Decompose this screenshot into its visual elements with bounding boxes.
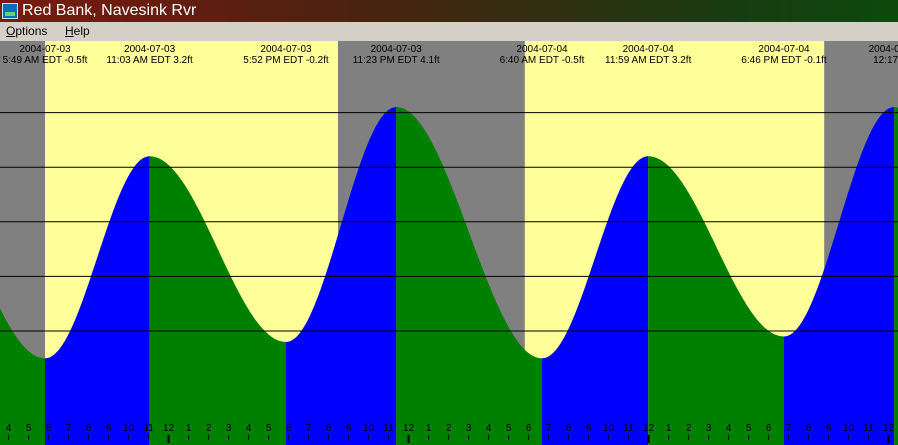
hour-label: 5 xyxy=(26,423,32,434)
tide-time-label: 12:17 AM xyxy=(873,55,898,66)
hour-label: 1 xyxy=(666,423,672,434)
hour-label: 8 xyxy=(326,423,332,434)
falling-tide-area xyxy=(648,156,784,445)
tide-graph: 2004-07-035:49 AM EDT -0.5ft2004-07-0311… xyxy=(0,41,898,445)
tide-time-label: 6:46 PM EDT -0.1ft xyxy=(741,55,827,66)
hour-label: 10 xyxy=(363,423,375,434)
tide-time-label: 5:49 AM EDT -0.5ft xyxy=(3,55,88,66)
hour-label: 12 xyxy=(163,423,175,434)
hour-label: 4 xyxy=(726,423,732,434)
tide-date-label: 2004-07-04 xyxy=(758,44,810,55)
hour-label: 2 xyxy=(446,423,452,434)
tide-date-label: 2004-07-04 xyxy=(516,44,568,55)
hour-label: 8 xyxy=(86,423,92,434)
window-title: Red Bank, Navesink Rvr xyxy=(22,2,197,19)
hour-label: 4 xyxy=(6,423,12,434)
hour-label: 6 xyxy=(526,423,532,434)
tide-date-label: 2004-07-03 xyxy=(260,44,312,55)
hour-label: 10 xyxy=(603,423,615,434)
menu-bar: Options Help xyxy=(0,22,898,41)
hour-label: 1 xyxy=(426,423,432,434)
hour-label: 11 xyxy=(623,423,634,434)
hour-label: 9 xyxy=(826,423,832,434)
hour-label: 12 xyxy=(403,423,415,434)
hour-label: 7 xyxy=(306,423,312,434)
tide-time-label: 6:40 AM EDT -0.5ft xyxy=(500,55,585,66)
hour-label: 5 xyxy=(266,423,272,434)
hour-label: 5 xyxy=(506,423,512,434)
hour-label: 9 xyxy=(106,423,112,434)
hour-label: 9 xyxy=(586,423,592,434)
hour-label: 3 xyxy=(706,423,712,434)
tide-time-label: 5:52 PM EDT -0.2ft xyxy=(243,55,329,66)
title-bar[interactable]: Red Bank, Navesink Rvr xyxy=(0,0,898,22)
menu-help[interactable]: Help xyxy=(65,24,90,38)
rising-tide-area xyxy=(45,156,150,445)
hour-label: 7 xyxy=(786,423,792,434)
tide-date-label: 2004-07-03 xyxy=(371,44,423,55)
hour-label: 6 xyxy=(286,423,292,434)
tide-app-icon[interactable] xyxy=(2,3,18,19)
hour-label: 3 xyxy=(226,423,232,434)
hour-label: 10 xyxy=(843,423,855,434)
hour-label: 11 xyxy=(383,423,394,434)
menu-options[interactable]: Options xyxy=(6,24,48,38)
hour-label: 3 xyxy=(466,423,472,434)
tide-date-label: 2004-07-04 xyxy=(623,44,675,55)
hour-label: 1 xyxy=(186,423,192,434)
falling-tide-area xyxy=(149,156,286,445)
hour-label: 2 xyxy=(206,423,212,434)
tide-time-label: 11:23 PM EDT 4.1ft xyxy=(353,55,440,66)
hour-label: 6 xyxy=(46,423,52,434)
hour-label: 2 xyxy=(686,423,692,434)
hour-label: 5 xyxy=(746,423,752,434)
hour-label: 9 xyxy=(346,423,352,434)
tide-time-label: 11:59 AM EDT 3.2ft xyxy=(605,55,692,66)
falling-tide-area xyxy=(0,308,45,445)
hour-label: 10 xyxy=(123,423,135,434)
hour-label: 11 xyxy=(143,423,154,434)
rising-tide-area xyxy=(542,156,649,445)
tide-date-label: 2004-07-03 xyxy=(19,44,71,55)
hour-label: 12 xyxy=(643,423,655,434)
tide-date-label: 2004-07-03 xyxy=(124,44,176,55)
hour-label: 8 xyxy=(806,423,812,434)
hour-label: 4 xyxy=(486,423,492,434)
hour-label: 12 xyxy=(883,423,895,434)
hour-label: 11 xyxy=(863,423,874,434)
tide-chart: 2004-07-03 5:49 AM EDT -0.5ft 2004-07-03 11… xyxy=(0,41,898,445)
tide-time-label: 11:03 AM EDT 3.2ft xyxy=(106,55,193,66)
hour-label: 7 xyxy=(546,423,552,434)
hour-label: 7 xyxy=(66,423,72,434)
hour-label: 4 xyxy=(246,423,252,434)
hour-label: 6 xyxy=(766,423,772,434)
hour-label: 8 xyxy=(566,423,572,434)
tide-date-label: 2004-07-05 xyxy=(869,44,898,55)
